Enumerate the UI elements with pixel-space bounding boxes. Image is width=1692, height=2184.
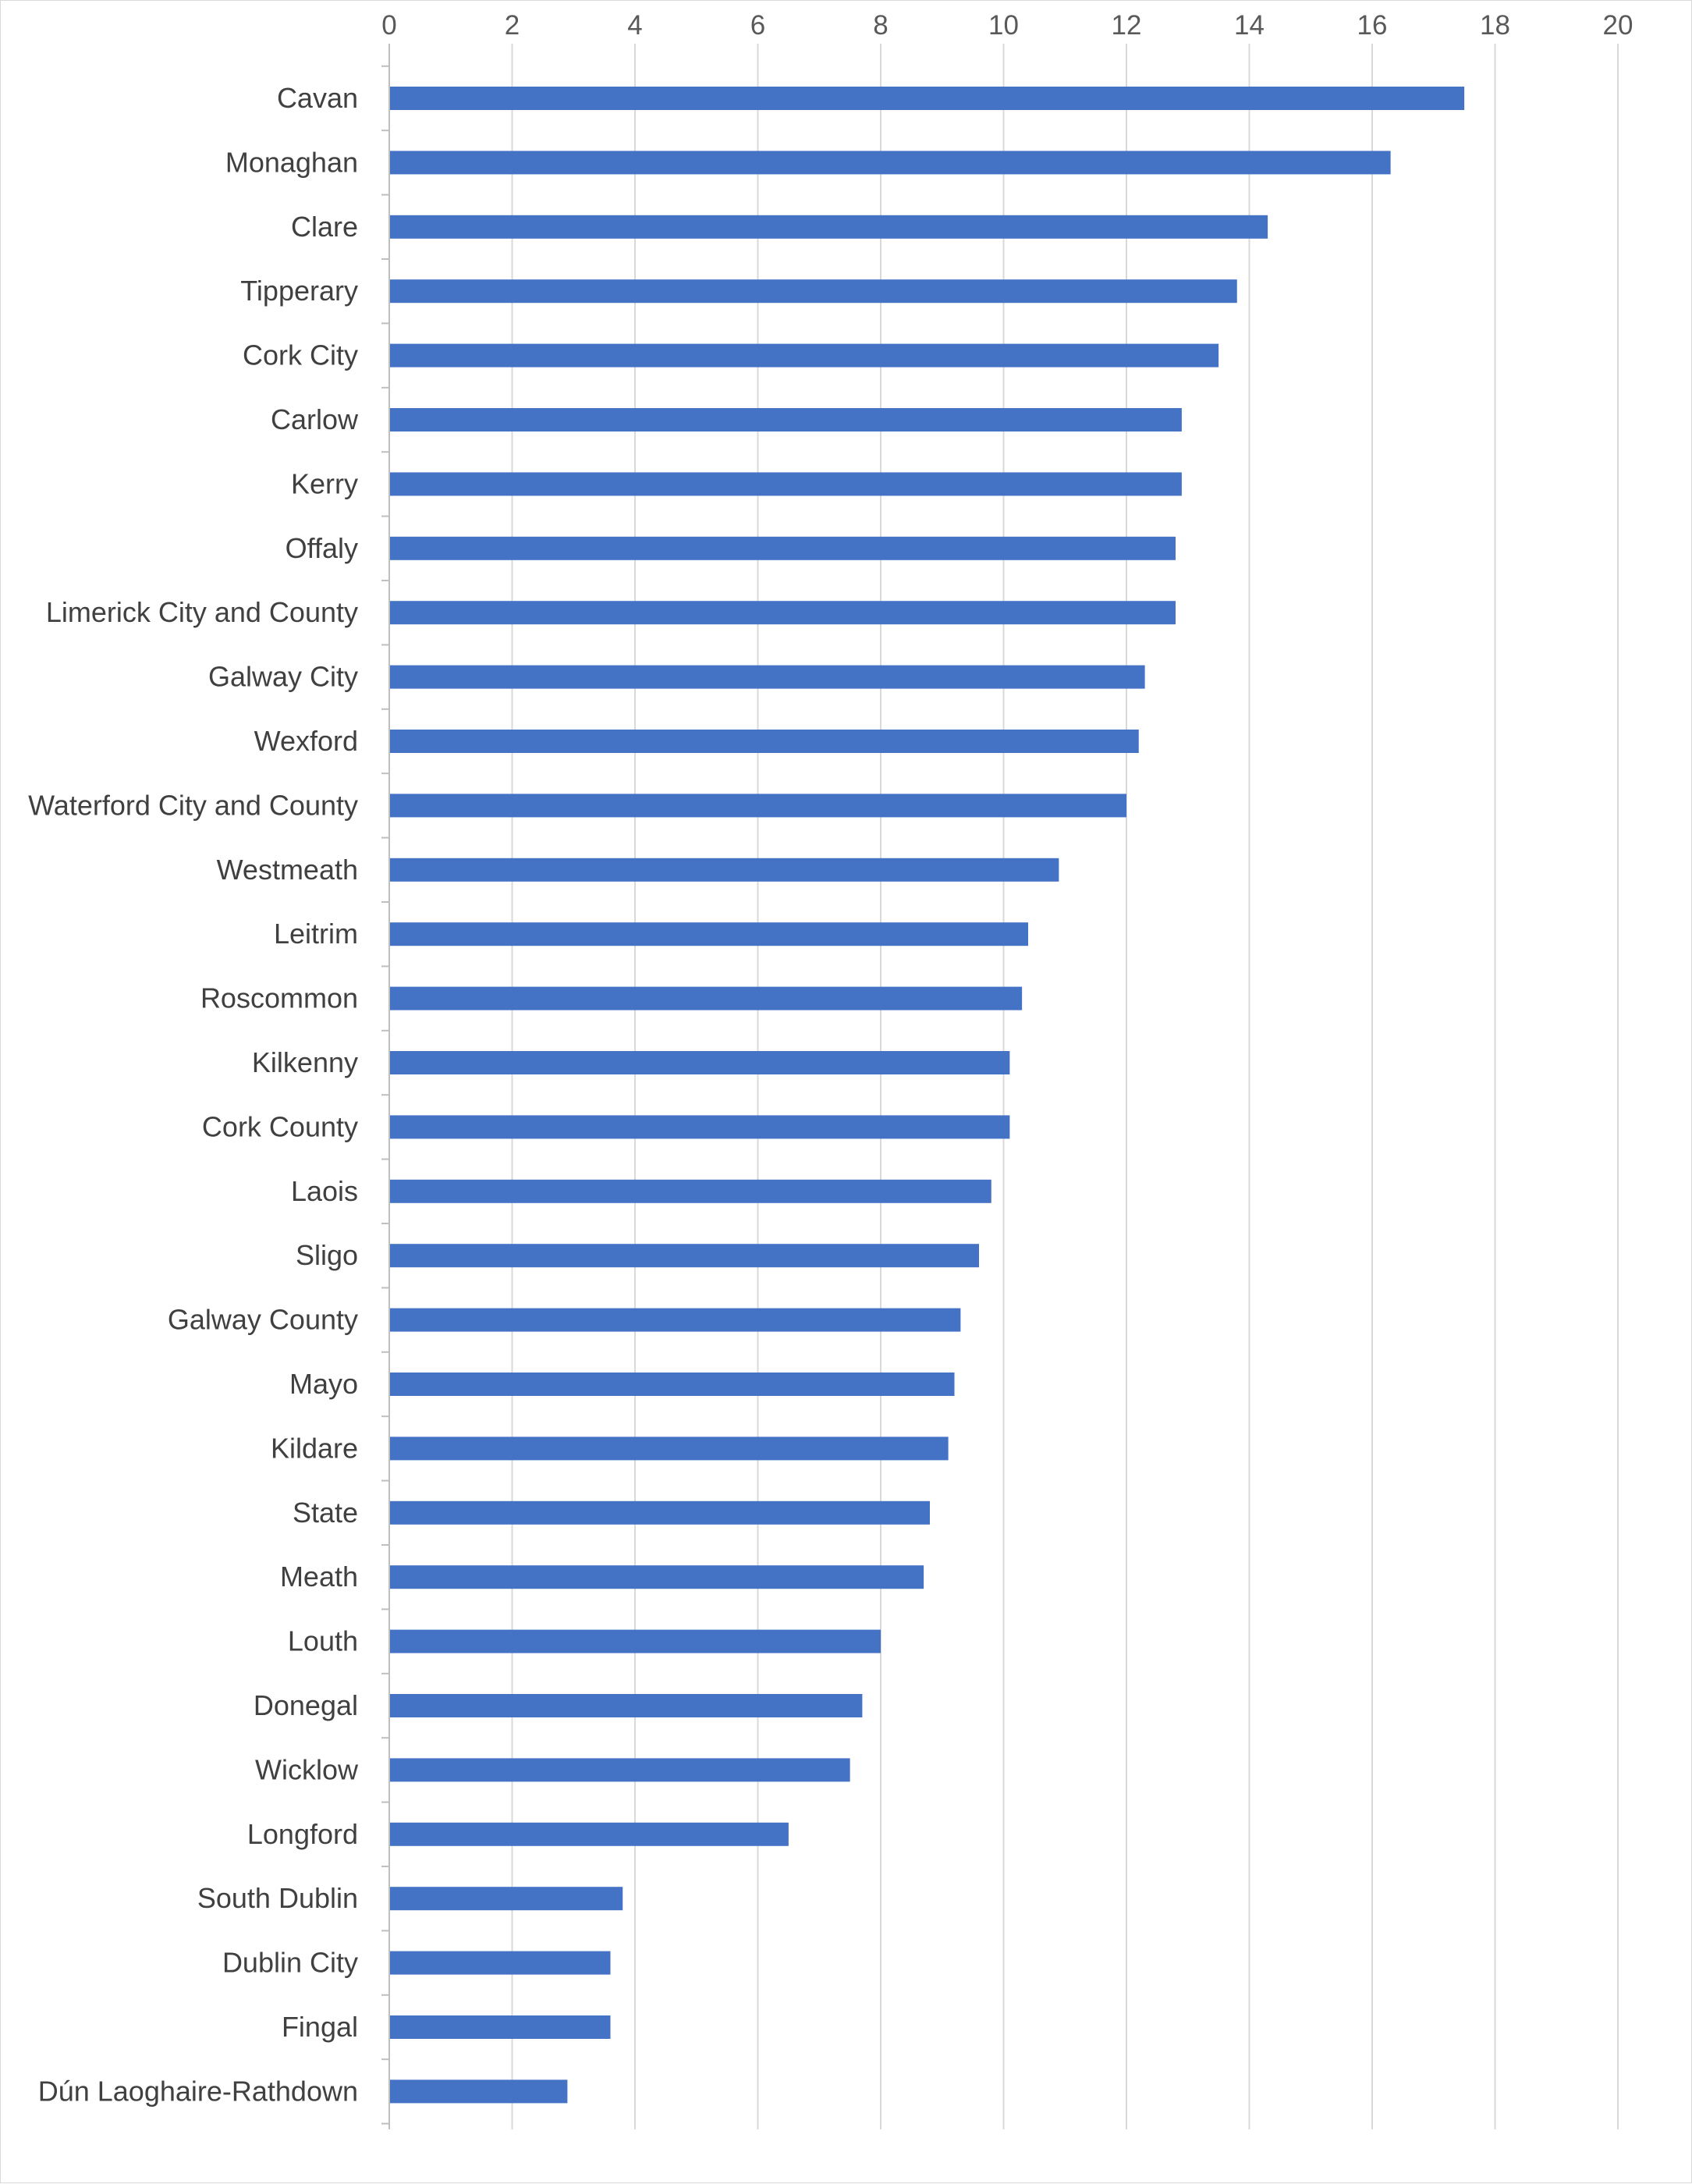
bar — [389, 1373, 955, 1396]
bar — [389, 1500, 930, 1525]
bars — [389, 87, 1465, 2104]
category-label: Laois — [291, 1175, 358, 1207]
x-tick-label: 2 — [505, 10, 520, 41]
category-label: Donegal — [254, 1689, 358, 1721]
x-tick-label: 8 — [873, 10, 888, 41]
category-label: Cork County — [202, 1110, 358, 1142]
category-label: Sligo — [296, 1239, 358, 1271]
bar — [389, 1822, 789, 1846]
bar — [389, 1951, 611, 1975]
category-label: Wexford — [254, 725, 358, 757]
x-tick-label: 6 — [750, 10, 765, 41]
category-label: Galway County — [168, 1304, 358, 1336]
category-label: Meath — [280, 1561, 358, 1593]
bar — [389, 730, 1139, 753]
bar — [389, 1051, 1010, 1074]
category-label: Waterford City and County — [28, 789, 358, 821]
x-tick-label: 20 — [1603, 10, 1633, 41]
category-label: Mayo — [289, 1368, 358, 1400]
x-tick-label: 0 — [381, 10, 396, 41]
gridlines — [511, 44, 1619, 2129]
category-label: Longford — [247, 1818, 358, 1850]
bar — [389, 794, 1126, 818]
bar — [389, 408, 1182, 431]
category-label: Leitrim — [274, 918, 358, 950]
x-axis-tick-labels: 0 2 4 6 8 10 12 14 16 18 20 — [381, 10, 1633, 41]
bar — [389, 1115, 1010, 1139]
category-label: Carlow — [271, 403, 359, 435]
bar — [389, 1887, 623, 1911]
category-label: Cavan — [277, 82, 358, 114]
bar — [389, 279, 1237, 304]
x-tick-label: 18 — [1480, 10, 1510, 41]
bar — [389, 215, 1268, 239]
x-tick-label: 14 — [1234, 10, 1265, 41]
bar — [389, 1436, 949, 1461]
category-label: Dublin City — [222, 1947, 358, 1979]
category-label: Galway City — [208, 661, 358, 693]
category-label: Tipperary — [240, 275, 358, 307]
x-tick-label: 4 — [627, 10, 642, 41]
category-label: South Dublin — [197, 1882, 358, 1914]
x-tick-label: 12 — [1112, 10, 1142, 41]
category-label: Fingal — [282, 2011, 358, 2043]
category-label: Monaghan — [225, 146, 358, 178]
bar — [389, 1758, 850, 1782]
category-label: Clare — [291, 211, 358, 243]
category-label: Kilkenny — [252, 1046, 358, 1078]
category-label: Limerick City and County — [46, 596, 358, 628]
bar — [389, 922, 1028, 946]
category-label: Wicklow — [255, 1753, 359, 1785]
bar — [389, 1565, 924, 1589]
category-label: Kerry — [291, 467, 358, 499]
bar — [389, 343, 1219, 368]
category-label: Offaly — [286, 532, 358, 564]
bar — [389, 665, 1145, 689]
bar — [389, 1629, 881, 1653]
category-label: Dún Laoghaire-Rathdown — [38, 2075, 358, 2107]
x-tick-label: 10 — [988, 10, 1019, 41]
bar — [389, 536, 1176, 560]
category-labels: Cavan Monaghan Clare Tipperary Cork City Carl… — [28, 82, 359, 2107]
bar — [389, 151, 1391, 175]
bar — [389, 87, 1465, 110]
category-label: Roscommon — [200, 982, 358, 1014]
category-label: Louth — [288, 1625, 358, 1657]
bar — [389, 601, 1176, 625]
bar — [389, 2015, 611, 2039]
bar — [389, 1244, 979, 1268]
bar — [389, 2079, 568, 2104]
y-axis — [381, 44, 390, 2129]
bar — [389, 472, 1182, 496]
category-label: Cork City — [243, 339, 358, 371]
bar — [389, 986, 1023, 1010]
bar — [389, 1308, 961, 1332]
bar — [389, 1179, 991, 1203]
bar — [389, 1694, 863, 1717]
category-label: State — [293, 1497, 358, 1529]
category-label: Kildare — [271, 1432, 358, 1464]
x-tick-label: 16 — [1357, 10, 1388, 41]
bar — [389, 858, 1059, 882]
category-label: Westmeath — [217, 854, 358, 886]
